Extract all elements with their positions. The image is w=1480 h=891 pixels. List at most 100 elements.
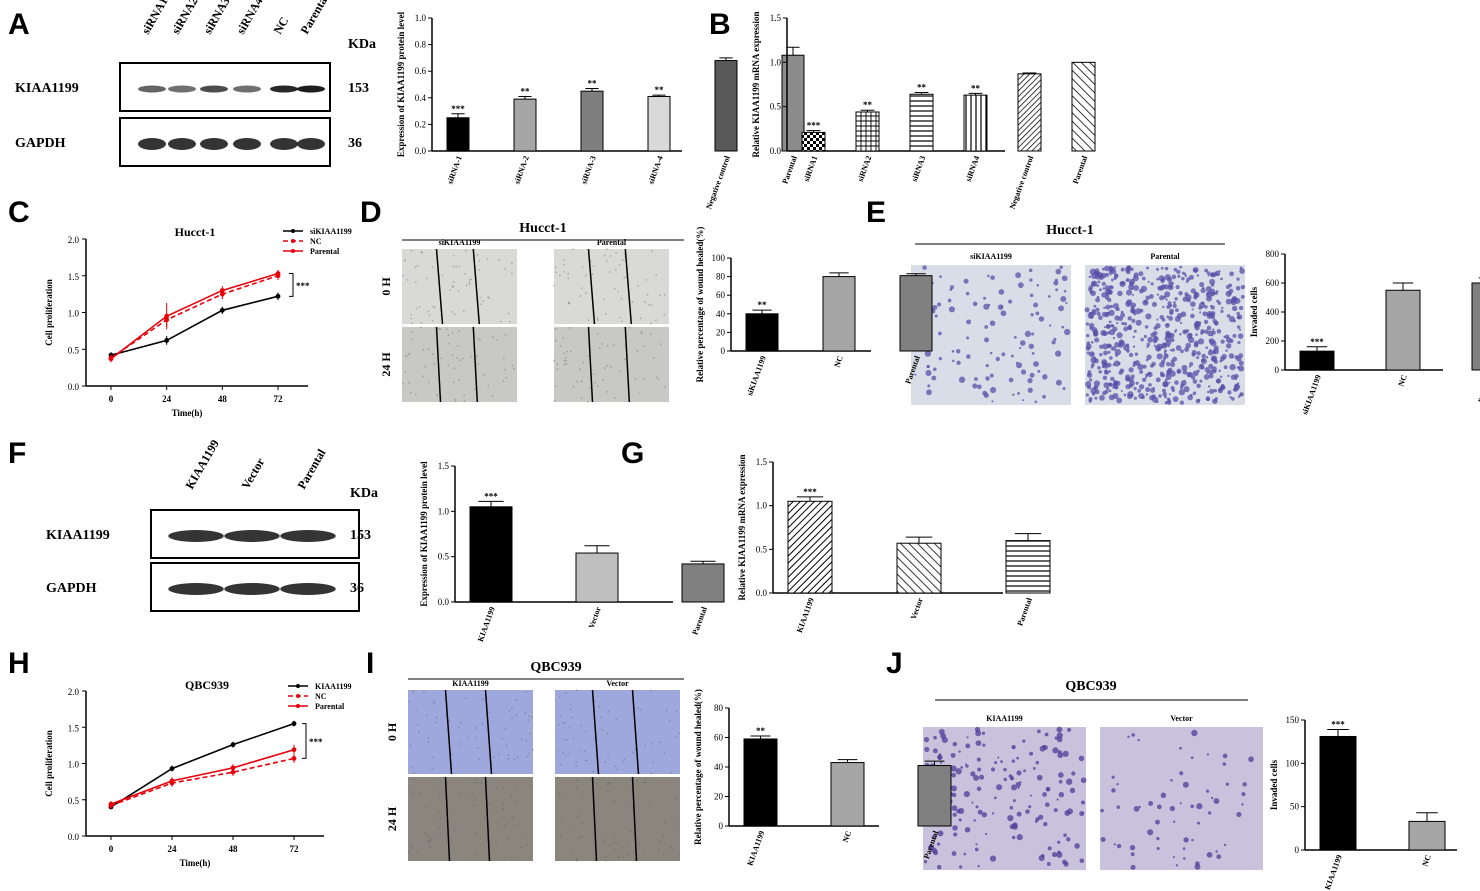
bar <box>830 762 865 827</box>
cell-speck <box>584 730 587 733</box>
cell-speck <box>452 254 455 257</box>
cell-speck <box>620 853 622 856</box>
invaded-cell <box>932 304 938 310</box>
invaded-cell <box>1109 329 1116 336</box>
invaded-cell <box>1016 834 1023 841</box>
cell-speck <box>406 279 409 281</box>
invaded-cell <box>960 766 964 769</box>
cell-speck <box>622 855 625 858</box>
cell-speck <box>501 737 504 740</box>
invaded-cell <box>1103 382 1110 389</box>
invaded-cell <box>1000 305 1004 309</box>
invaded-cell <box>1110 324 1114 328</box>
y-tick-label: 0.0 <box>415 146 427 156</box>
invaded-cell <box>1196 803 1203 810</box>
invaded-cell <box>937 302 942 307</box>
cell-speck <box>664 386 666 388</box>
y-tick-label: 0.0 <box>68 832 80 842</box>
cell-speck <box>472 804 475 806</box>
bar <box>1408 820 1446 851</box>
cell-speck <box>496 339 499 342</box>
cell-speck <box>456 344 459 347</box>
cell-speck <box>511 262 513 265</box>
bar <box>781 54 805 152</box>
cell-speck <box>644 745 647 747</box>
invaded-cell <box>1084 307 1090 313</box>
invaded-cell <box>1133 285 1139 291</box>
invaded-cell <box>936 842 941 846</box>
invaded-cell <box>1096 311 1101 316</box>
blot-band <box>224 530 280 542</box>
microscopy-field <box>408 777 533 861</box>
invaded-cell <box>1152 331 1158 336</box>
microscopy-row-label: 24 H <box>385 806 399 831</box>
invaded-cell <box>1188 274 1194 280</box>
invaded-cell <box>1194 321 1201 327</box>
cell-speck <box>575 858 578 861</box>
invaded-cell <box>952 812 957 817</box>
cell-speck <box>488 803 490 806</box>
legend-label: Parental <box>315 702 345 711</box>
cell-speck <box>634 378 637 380</box>
cell-speck <box>408 700 411 703</box>
y-tick-label: 0.5 <box>68 345 80 355</box>
invaded-cell <box>984 325 989 329</box>
invaded-cell <box>1074 843 1080 849</box>
cell-speck <box>411 322 414 325</box>
cell-speck <box>644 781 647 784</box>
cell-speck <box>428 314 431 317</box>
invaded-cell <box>1129 324 1132 327</box>
cell-speck <box>421 251 424 254</box>
cell-speck <box>502 380 505 383</box>
invaded-cell <box>1197 821 1201 825</box>
cell-speck <box>403 259 406 262</box>
series-line <box>110 274 279 359</box>
cell-speck <box>437 827 440 830</box>
x-category-label: NC <box>832 354 844 368</box>
bar-chart-a: 0.0 0.2 0.4 0.6 0.8 1.0 Expression of KIAA1199… <box>396 11 805 210</box>
y-tick-label: 0 <box>721 346 726 356</box>
cell-speck <box>668 719 671 722</box>
cell-speck <box>478 758 481 760</box>
invaded-cell <box>1177 370 1181 374</box>
blot-band <box>200 85 228 93</box>
invaded-cell <box>952 359 955 363</box>
invaded-cell <box>926 389 932 396</box>
cell-speck <box>502 357 505 360</box>
panel-letter-d: D <box>360 196 382 229</box>
cell-speck <box>586 400 589 403</box>
invaded-cell <box>1130 374 1135 379</box>
invaded-cell <box>1111 788 1116 793</box>
blot-band <box>297 138 325 150</box>
invaded-cell <box>1198 363 1205 370</box>
microscopy-field <box>554 327 669 402</box>
invaded-cell <box>1010 777 1013 781</box>
invaded-cell <box>1035 311 1040 316</box>
cell-speck <box>612 343 615 346</box>
invaded-cell <box>1130 864 1136 870</box>
invaded-cell <box>1011 759 1016 763</box>
cell-speck <box>410 790 413 793</box>
cell-speck <box>431 353 434 355</box>
cell-speck <box>407 850 410 853</box>
invaded-cell <box>951 805 958 812</box>
cell-speck <box>564 721 567 724</box>
invaded-cell <box>966 736 969 739</box>
cell-speck <box>555 385 557 387</box>
invaded-cell <box>964 826 971 833</box>
cell-speck <box>410 843 413 846</box>
invaded-cell <box>1036 283 1040 287</box>
invaded-cell <box>1017 786 1020 789</box>
cell-speck <box>471 792 474 795</box>
invaded-cell <box>1104 312 1110 318</box>
invaded-cell <box>1147 336 1154 343</box>
chart-title: QBC939 <box>185 678 229 692</box>
microscopy-row-label: 24 H <box>379 352 393 377</box>
series-line <box>110 295 279 356</box>
cell-speck <box>504 333 507 336</box>
cell-speck <box>424 365 426 368</box>
invaded-cell <box>1081 812 1085 815</box>
cell-speck <box>678 823 680 826</box>
invaded-cell <box>1061 275 1068 282</box>
cell-speck <box>511 717 513 720</box>
